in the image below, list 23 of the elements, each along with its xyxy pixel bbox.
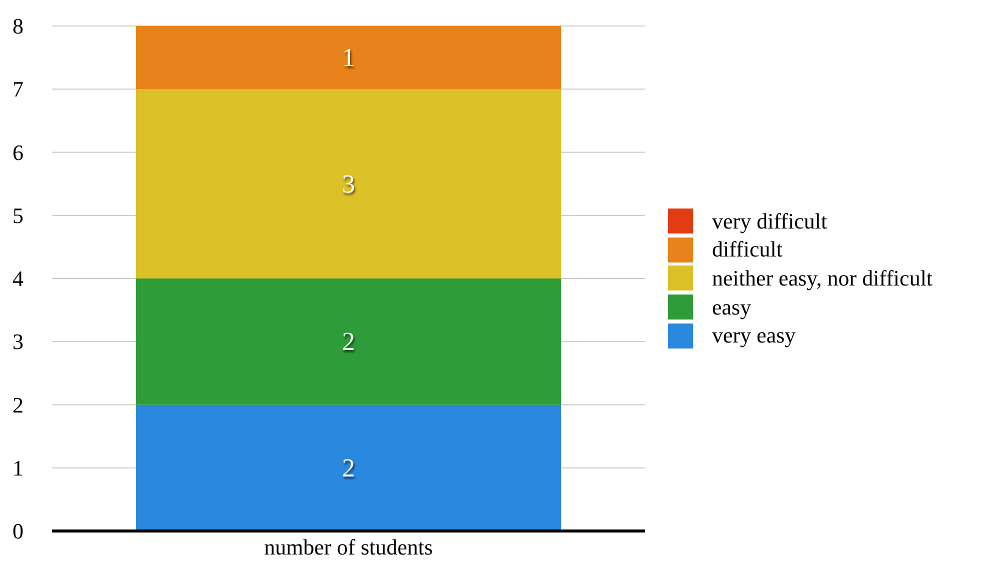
y-tick-label: 5 — [12, 202, 24, 228]
legend-label: easy — [712, 294, 752, 320]
bar — [136, 89, 561, 278]
data-label: 1 — [342, 43, 355, 72]
data-label: 2 — [342, 453, 355, 482]
legend-label: very easy — [712, 322, 796, 349]
legend-label: difficult — [712, 236, 782, 263]
y-tick-label: 8 — [12, 14, 24, 38]
y-tick-label: 7 — [12, 76, 24, 102]
bar — [136, 26, 561, 90]
data-label: 3 — [342, 169, 355, 198]
legend-label: very difficult — [712, 208, 828, 234]
y-tick-label: 0 — [12, 518, 24, 544]
y-tick-label: 6 — [12, 140, 24, 165]
bar — [136, 404, 561, 531]
y-tick-label: 3 — [12, 329, 24, 354]
y-tick-label: 1 — [12, 455, 24, 480]
x-tick-label: number of students — [264, 534, 433, 560]
data-label: 2 — [342, 327, 355, 356]
y-tick-label: 2 — [12, 392, 24, 418]
legend-label: neither easy, nor difficult — [712, 266, 933, 292]
bar — [136, 278, 561, 405]
y-tick-label: 4 — [12, 266, 24, 291]
